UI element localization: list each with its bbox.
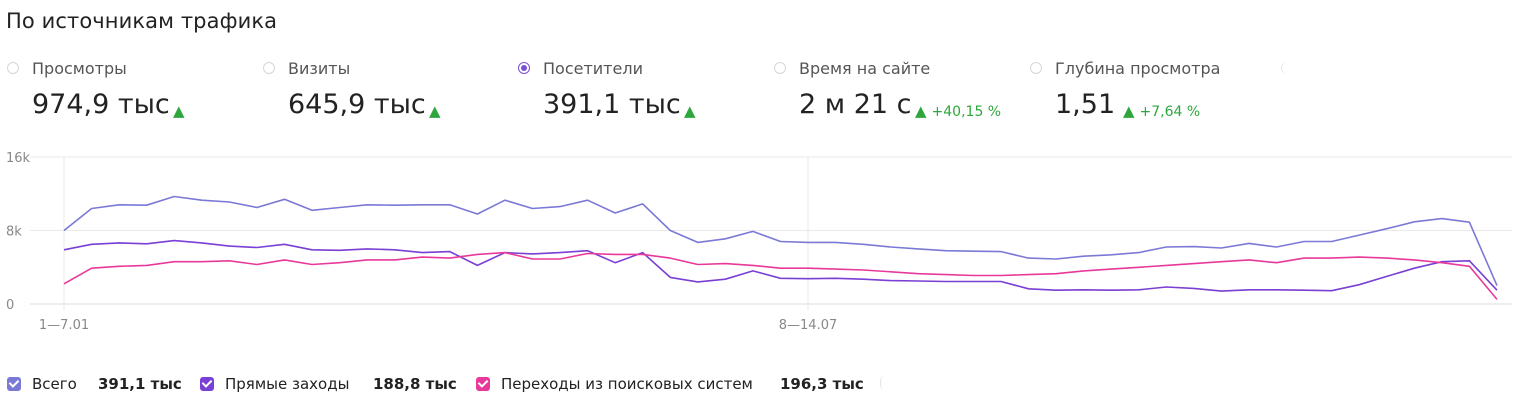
y-tick-label: 16k (6, 151, 31, 166)
chart-series (63, 195, 1498, 300)
radio-pageviews[interactable] (7, 62, 19, 74)
checkbox-all[interactable] (7, 377, 21, 391)
legend-direct-label: Прямые заходы (225, 375, 350, 393)
up-arrow-icon: ▲ (1123, 102, 1135, 120)
metric-visitors-label: Посетители (543, 59, 643, 78)
metric-visits-trend: ▲ (429, 102, 446, 120)
up-arrow-icon: ▲ (915, 102, 927, 120)
traffic-chart: 16k 8k 0 1—7.01 8—14.07 (6, 151, 1512, 333)
series-line-all (63, 195, 1498, 286)
metric-visitors-trend: ▲ (684, 102, 701, 120)
radio-depth[interactable] (1030, 62, 1042, 74)
y-tick-label: 0 (6, 298, 14, 313)
metric-depth-value: 1,51 (1055, 89, 1116, 120)
legend-item-all[interactable]: Всего 391,1 тыс (7, 374, 187, 394)
legend-all-label: Всего (32, 375, 77, 393)
metric-depth[interactable]: Глубина просмотра 1,51 ▲ +7,64 % (1030, 58, 1270, 128)
legend-direct-value: 188,8 тыс (373, 375, 457, 393)
x-axis: 1—7.01 8—14.07 (39, 318, 837, 333)
metric-visits[interactable]: Визиты 645,9 тыс ▲ (263, 58, 503, 128)
radio-time-on-site[interactable] (774, 62, 786, 74)
metric-depth-label: Глубина просмотра (1055, 59, 1221, 78)
radio-visitors[interactable] (518, 62, 530, 74)
metric-pageviews-label: Просмотры (32, 59, 127, 78)
legend-more[interactable] (880, 376, 889, 390)
y-axis: 16k 8k 0 (6, 151, 31, 313)
x-tick-label: 1—7.01 (39, 318, 89, 333)
metric-visitors[interactable]: Посетители 391,1 тыс ▲ (518, 58, 758, 128)
legend-search-label: Переходы из поисковых систем (501, 375, 753, 393)
radio-more-metrics[interactable] (1281, 62, 1290, 74)
series-line-direct (63, 239, 1498, 292)
x-tick-label: 8—14.07 (779, 318, 838, 333)
series-line-search (63, 251, 1498, 300)
report-title: По источникам трафика (6, 9, 278, 33)
legend-item-direct[interactable]: Прямые заходы 188,8 тыс (200, 374, 460, 394)
radio-visits[interactable] (263, 62, 275, 74)
metric-pageviews-trend: ▲ (173, 102, 190, 120)
legend-all-value: 391,1 тыс (98, 375, 182, 393)
legend-item-search[interactable]: Переходы из поисковых систем 196,3 тыс (476, 374, 866, 394)
metric-pageviews[interactable]: Просмотры 974,9 тыс ▲ (7, 58, 247, 128)
metric-depth-delta: ▲ +7,64 % (1123, 102, 1201, 120)
chart-grid (30, 156, 1512, 310)
checkbox-search[interactable] (476, 377, 490, 391)
metric-time-on-site-delta: ▲ +40,15 % (915, 102, 1002, 120)
legend-search-value: 196,3 тыс (780, 375, 864, 393)
metric-visits-label: Визиты (288, 59, 351, 78)
up-arrow-icon: ▲ (173, 102, 185, 120)
metric-time-on-site[interactable]: Время на сайте 2 м 21 с ▲ +40,15 % (774, 58, 1024, 128)
metric-time-on-site-value: 2 м 21 с (799, 89, 912, 120)
metric-time-on-site-label: Время на сайте (799, 59, 931, 78)
up-arrow-icon: ▲ (429, 102, 441, 120)
metric-visitors-value: 391,1 тыс (543, 89, 681, 120)
y-tick-label: 8k (6, 225, 22, 240)
up-arrow-icon: ▲ (684, 102, 696, 120)
metric-visits-value: 645,9 тыс (288, 89, 426, 120)
metric-pageviews-value: 974,9 тыс (32, 89, 170, 120)
checkbox-direct[interactable] (200, 377, 214, 391)
